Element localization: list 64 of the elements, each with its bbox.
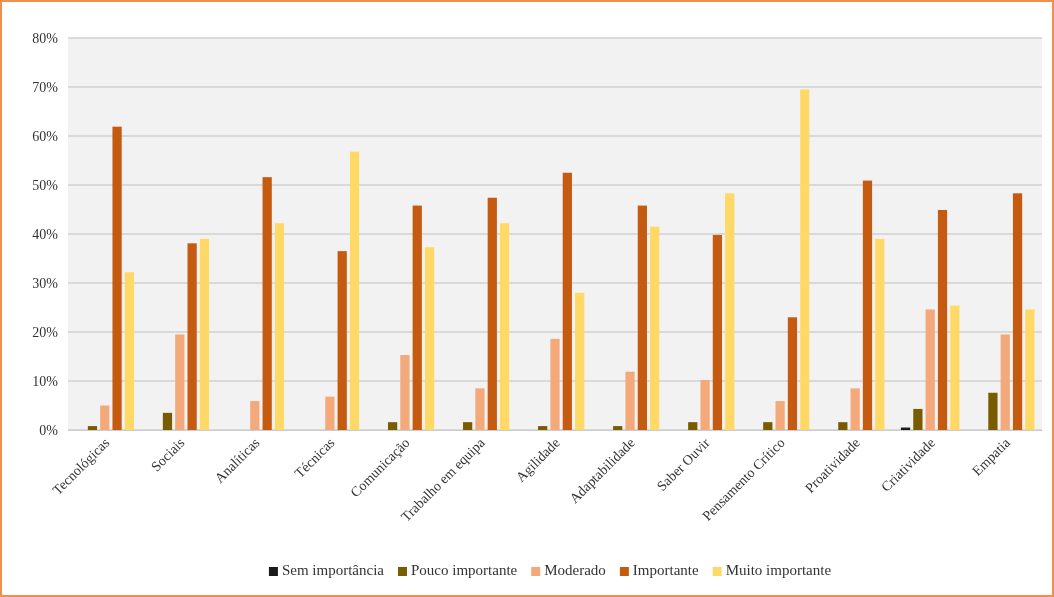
bar: [988, 392, 998, 430]
bar: [124, 272, 135, 430]
bar: [625, 371, 635, 430]
bar: [925, 309, 935, 430]
bar: [800, 89, 810, 430]
bar: [87, 426, 98, 430]
bar: [487, 197, 497, 430]
bar: [712, 234, 723, 430]
bar: [262, 177, 272, 430]
y-tick-label: 60%: [32, 128, 59, 144]
bar: [850, 388, 860, 430]
bar: [688, 422, 698, 430]
bar: [763, 422, 773, 430]
bar: [100, 405, 110, 430]
bar: [187, 243, 197, 430]
legend-label: Muito importante: [725, 562, 832, 578]
bar: [725, 193, 735, 430]
bar: [412, 205, 422, 430]
legend-label: Moderado: [544, 562, 606, 578]
bar: [538, 426, 548, 430]
bar: [838, 422, 848, 430]
y-tick-label: 20%: [32, 324, 59, 340]
y-tick-label: 0%: [39, 422, 59, 438]
bar: [700, 380, 710, 430]
y-tick-label: 40%: [32, 226, 59, 242]
bar: [787, 317, 798, 430]
bar: [274, 223, 285, 430]
bar: [937, 209, 948, 430]
bar: [1025, 309, 1035, 430]
y-tick-label: 10%: [32, 373, 59, 389]
bar: [475, 388, 485, 430]
bar: [862, 180, 873, 430]
bar: [387, 422, 398, 430]
bar: [400, 355, 410, 430]
bar: [775, 401, 785, 430]
bar: [913, 408, 923, 430]
y-tick-label: 80%: [32, 30, 59, 46]
legend-label: Importante: [632, 562, 700, 578]
bar: [250, 401, 260, 430]
bar: [199, 238, 210, 430]
bar: [637, 205, 647, 430]
bar: [950, 305, 960, 430]
bar: [463, 422, 473, 430]
bar: [613, 426, 623, 430]
bar: [175, 334, 185, 430]
bar: [875, 238, 885, 430]
bar: [424, 247, 435, 430]
legend-label: Sem importância: [281, 562, 385, 578]
y-tick-label: 50%: [32, 177, 59, 193]
bar: [562, 172, 572, 430]
bar: [112, 126, 122, 430]
y-tick-label: 70%: [32, 79, 59, 95]
bar: [550, 338, 560, 430]
legend-label: Pouco importante: [410, 562, 518, 578]
bar: [162, 412, 173, 430]
bar: [1012, 193, 1023, 430]
bar: [650, 226, 660, 430]
bar: [499, 223, 510, 430]
bar: [1000, 334, 1010, 430]
bar: [325, 396, 335, 430]
bar: [337, 251, 347, 430]
y-tick-label: 30%: [32, 275, 59, 291]
bar: [575, 292, 585, 430]
bar: [349, 151, 360, 430]
